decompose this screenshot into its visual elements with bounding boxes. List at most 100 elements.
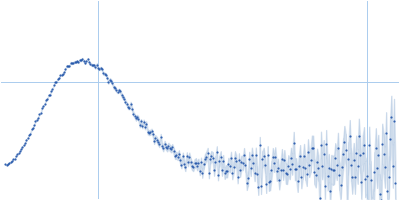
Point: [330, 169, 336, 172]
Point: [117, 90, 124, 93]
Point: [173, 154, 180, 157]
Point: [186, 155, 192, 158]
Point: [260, 155, 267, 158]
Point: [118, 93, 125, 97]
Point: [350, 158, 357, 161]
Point: [301, 154, 307, 157]
Point: [387, 137, 393, 141]
Point: [38, 111, 44, 114]
Point: [75, 61, 82, 64]
Point: [386, 176, 392, 179]
Point: [237, 168, 243, 171]
Point: [88, 63, 95, 66]
Point: [131, 114, 138, 117]
Point: [172, 154, 178, 157]
Point: [50, 83, 57, 87]
Point: [164, 147, 170, 150]
Point: [254, 172, 260, 176]
Point: [40, 105, 46, 108]
Point: [140, 120, 147, 123]
Point: [5, 162, 11, 165]
Point: [339, 165, 345, 168]
Point: [266, 180, 272, 184]
Point: [349, 175, 356, 179]
Point: [17, 150, 23, 153]
Point: [316, 196, 323, 199]
Point: [99, 68, 105, 71]
Point: [360, 151, 366, 154]
Point: [168, 148, 174, 151]
Point: [56, 76, 62, 79]
Point: [154, 138, 160, 141]
Point: [312, 173, 319, 176]
Point: [52, 81, 58, 84]
Point: [364, 174, 370, 178]
Point: [41, 102, 48, 105]
Point: [362, 177, 368, 181]
Point: [332, 157, 338, 160]
Point: [305, 150, 311, 153]
Point: [374, 167, 380, 170]
Point: [224, 170, 230, 173]
Point: [109, 82, 116, 85]
Point: [296, 164, 302, 167]
Point: [113, 89, 120, 92]
Point: [82, 61, 88, 64]
Point: [388, 116, 395, 119]
Point: [159, 144, 165, 147]
Point: [392, 181, 398, 184]
Point: [309, 146, 315, 150]
Point: [80, 59, 87, 62]
Point: [322, 185, 328, 188]
Point: [258, 184, 264, 187]
Point: [255, 185, 262, 188]
Point: [244, 181, 250, 184]
Point: [32, 119, 39, 123]
Point: [160, 147, 166, 150]
Point: [27, 132, 34, 135]
Point: [124, 102, 130, 106]
Point: [170, 149, 177, 153]
Point: [311, 170, 318, 173]
Point: [90, 64, 96, 67]
Point: [194, 164, 200, 167]
Point: [24, 136, 31, 139]
Point: [270, 156, 276, 159]
Point: [204, 151, 211, 154]
Point: [249, 154, 255, 157]
Point: [210, 156, 216, 159]
Point: [8, 161, 14, 164]
Point: [163, 145, 169, 148]
Point: [358, 181, 365, 184]
Point: [31, 124, 37, 127]
Point: [272, 155, 278, 158]
Point: [106, 78, 113, 81]
Point: [98, 66, 104, 70]
Point: [238, 161, 245, 164]
Point: [95, 67, 101, 70]
Point: [294, 179, 301, 182]
Point: [188, 161, 194, 164]
Point: [28, 128, 35, 131]
Point: [136, 124, 143, 127]
Point: [334, 163, 340, 167]
Point: [103, 73, 109, 76]
Point: [220, 159, 226, 162]
Point: [60, 72, 66, 75]
Point: [208, 155, 215, 158]
Point: [282, 172, 289, 175]
Point: [193, 161, 199, 164]
Point: [268, 169, 275, 172]
Point: [215, 173, 221, 176]
Point: [247, 167, 254, 170]
Point: [142, 125, 148, 129]
Point: [36, 113, 42, 116]
Point: [146, 131, 152, 134]
Point: [391, 119, 397, 122]
Point: [286, 167, 293, 170]
Point: [262, 163, 268, 166]
Point: [300, 165, 306, 169]
Point: [356, 134, 362, 138]
Point: [108, 79, 114, 82]
Point: [207, 157, 213, 161]
